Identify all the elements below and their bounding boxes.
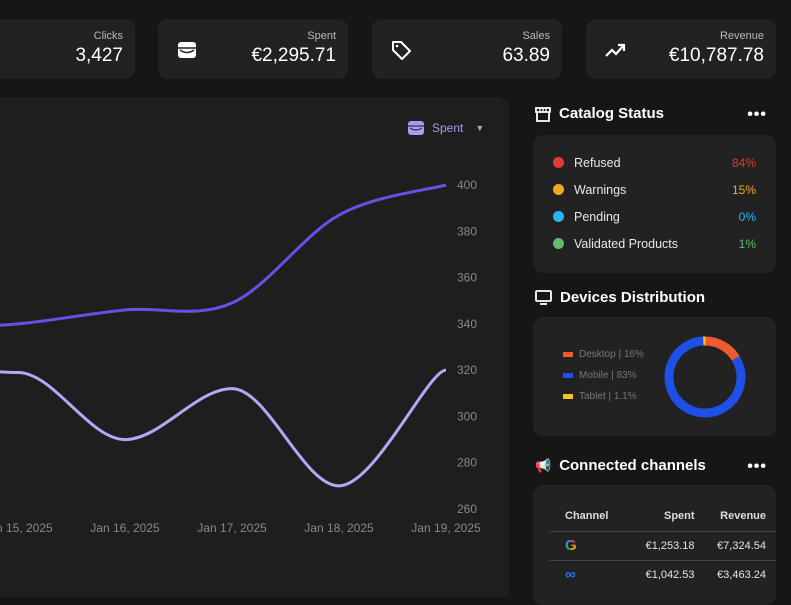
- y-tick-label: 340: [457, 317, 477, 331]
- series-line-1: [0, 364, 446, 485]
- y-tick-label: 320: [457, 363, 477, 377]
- x-tick-label: Jan 18, 2025: [304, 521, 374, 535]
- spent-cell: €1,253.18: [633, 531, 704, 560]
- channels-header: 📢 Connected channels: [535, 457, 706, 474]
- catalog-item-pct: 0%: [739, 210, 756, 224]
- y-tick-label: 400: [457, 178, 477, 192]
- catalog-status-header: Catalog Status: [535, 105, 664, 122]
- trending-up-icon: [604, 39, 626, 61]
- legend-swatch: [563, 394, 573, 399]
- table-row[interactable]: ∞ €1,042.53 €3,463.24: [549, 560, 776, 589]
- legend-item: Tablet | 1.1%: [563, 386, 644, 407]
- legend-label: Mobile | 83%: [579, 370, 637, 381]
- stat-value: €10,787.78: [669, 45, 764, 67]
- stat-label: Revenue: [720, 30, 764, 42]
- x-tick-label: Jan 16, 2025: [90, 521, 160, 535]
- catalog-item: Validated Products 1%: [553, 230, 756, 257]
- catalog-item-label: Warnings: [574, 183, 626, 197]
- col-revenue: Revenue: [705, 501, 776, 531]
- y-tick-label: 380: [457, 224, 477, 238]
- status-dot-icon: [553, 157, 564, 168]
- legend-label: Desktop | 16%: [579, 349, 644, 360]
- channels-card: Channel Spent Revenue G €1,253.18 €7,324…: [533, 485, 776, 605]
- megaphone-icon: 📢: [535, 458, 551, 474]
- catalog-item-pct: 15%: [732, 183, 756, 197]
- catalog-more-button[interactable]: •••: [747, 106, 767, 124]
- stat-label: Sales: [522, 30, 550, 42]
- col-channel: Channel: [549, 501, 633, 531]
- donut-slice: [706, 341, 736, 358]
- catalog-item: Pending 0%: [553, 203, 756, 230]
- y-tick-label: 360: [457, 271, 477, 285]
- revenue-cell: €3,463.24: [705, 560, 776, 589]
- channels-more-button[interactable]: •••: [747, 458, 767, 476]
- legend-label: Tablet | 1.1%: [579, 391, 637, 402]
- catalog-item-label: Validated Products: [574, 237, 678, 251]
- catalog-item-label: Pending: [574, 210, 620, 224]
- col-spent: Spent: [633, 501, 704, 531]
- catalog-status-list: Refused 84% Warnings 15% Pending 0% Validated …: [533, 135, 776, 273]
- google-icon: G: [565, 537, 577, 554]
- revenue-cell: €7,324.54: [705, 531, 776, 560]
- devices-donut-chart: [663, 335, 747, 419]
- status-dot-icon: [553, 238, 564, 249]
- catalog-item: Refused 84%: [553, 149, 756, 176]
- section-title: Catalog Status: [559, 105, 664, 122]
- line-chart: 400 380 360 340 320 300 280 260 Jan 15, 2025 Jan …: [0, 0, 509, 593]
- stat-card-revenue: Revenue €10,787.78: [586, 19, 776, 79]
- spent-cell: €1,042.53: [633, 560, 704, 589]
- catalog-item: Warnings 15%: [553, 176, 756, 203]
- devices-header: Devices Distribution: [535, 289, 705, 306]
- legend-swatch: [563, 373, 573, 378]
- channels-table: Channel Spent Revenue G €1,253.18 €7,324…: [549, 501, 776, 589]
- catalog-item-label: Refused: [574, 156, 621, 170]
- section-title: Devices Distribution: [560, 289, 705, 306]
- y-tick-label: 300: [457, 409, 477, 423]
- x-tick-label: Jan 15, 2025: [0, 521, 53, 535]
- status-dot-icon: [553, 184, 564, 195]
- monitor-icon: [535, 290, 552, 306]
- catalog-item-pct: 84%: [732, 156, 756, 170]
- legend-item: Mobile | 83%: [563, 365, 644, 386]
- store-icon: [535, 106, 551, 122]
- y-tick-label: 280: [457, 456, 477, 470]
- catalog-item-pct: 1%: [739, 237, 756, 251]
- y-tick-label: 260: [457, 502, 477, 516]
- table-row[interactable]: G €1,253.18 €7,324.54: [549, 531, 776, 560]
- legend-swatch: [563, 352, 573, 357]
- legend-item: Desktop | 16%: [563, 344, 644, 365]
- series-line-0: [0, 185, 446, 330]
- x-tick-label: Jan 19, 2025: [411, 521, 481, 535]
- meta-icon: ∞: [565, 566, 576, 583]
- status-dot-icon: [553, 211, 564, 222]
- stat-value: 63.89: [502, 45, 550, 67]
- devices-card: Desktop | 16% Mobile | 83% Tablet | 1.1%: [533, 317, 776, 436]
- section-title: Connected channels: [559, 457, 706, 474]
- x-tick-label: Jan 17, 2025: [197, 521, 267, 535]
